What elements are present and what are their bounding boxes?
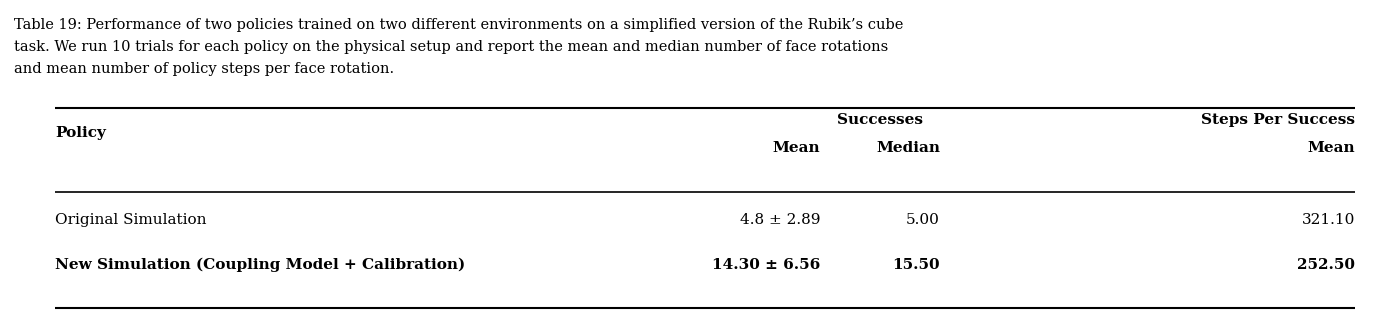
Text: Mean: Mean	[1308, 141, 1355, 155]
Text: 321.10: 321.10	[1301, 213, 1355, 227]
Text: Policy: Policy	[55, 126, 105, 140]
Text: and mean number of policy steps per face rotation.: and mean number of policy steps per face…	[14, 62, 394, 76]
Text: Median: Median	[876, 141, 940, 155]
Text: 252.50: 252.50	[1297, 258, 1355, 272]
Text: Steps Per Success: Steps Per Success	[1201, 113, 1355, 127]
Text: Successes: Successes	[837, 113, 923, 127]
Text: New Simulation (Coupling Model + Calibration): New Simulation (Coupling Model + Calibra…	[55, 258, 465, 272]
Text: Original Simulation: Original Simulation	[55, 213, 206, 227]
Text: Table 19: Performance of two policies trained on two different environments on a: Table 19: Performance of two policies tr…	[14, 18, 904, 32]
Text: Mean: Mean	[772, 141, 819, 155]
Text: 5.00: 5.00	[907, 213, 940, 227]
Text: task. We run 10 trials for each policy on the physical setup and report the mean: task. We run 10 trials for each policy o…	[14, 40, 889, 54]
Text: 14.30 ± 6.56: 14.30 ± 6.56	[711, 258, 819, 272]
Text: 15.50: 15.50	[893, 258, 940, 272]
Text: 4.8 ± 2.89: 4.8 ± 2.89	[739, 213, 819, 227]
